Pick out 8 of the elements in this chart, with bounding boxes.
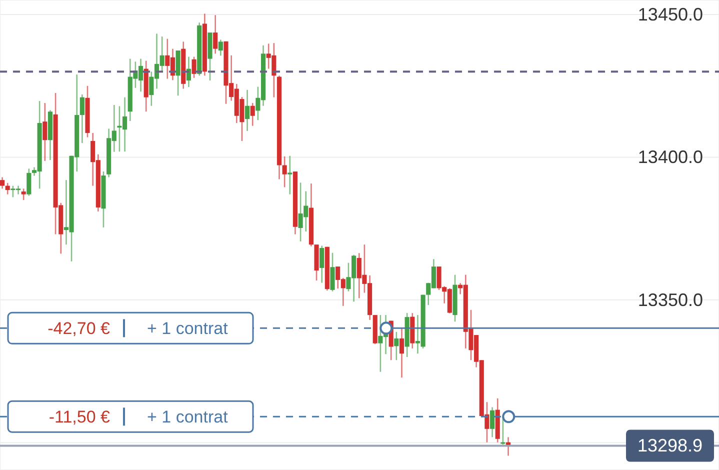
annotation: + 1 contrat <box>147 407 228 426</box>
ref-line-label: 13298.9 <box>637 436 703 456</box>
y-tick-label: 13350.0 <box>638 290 703 310</box>
y-tick-label: 13450.0 <box>638 4 703 25</box>
annotation: + 1 contrat <box>147 318 228 338</box>
ref-line-label: -42,70 € <box>48 318 111 338</box>
y-tick-label: 13400.0 <box>638 147 703 168</box>
ref-line-label: -11,50 € <box>48 407 111 426</box>
